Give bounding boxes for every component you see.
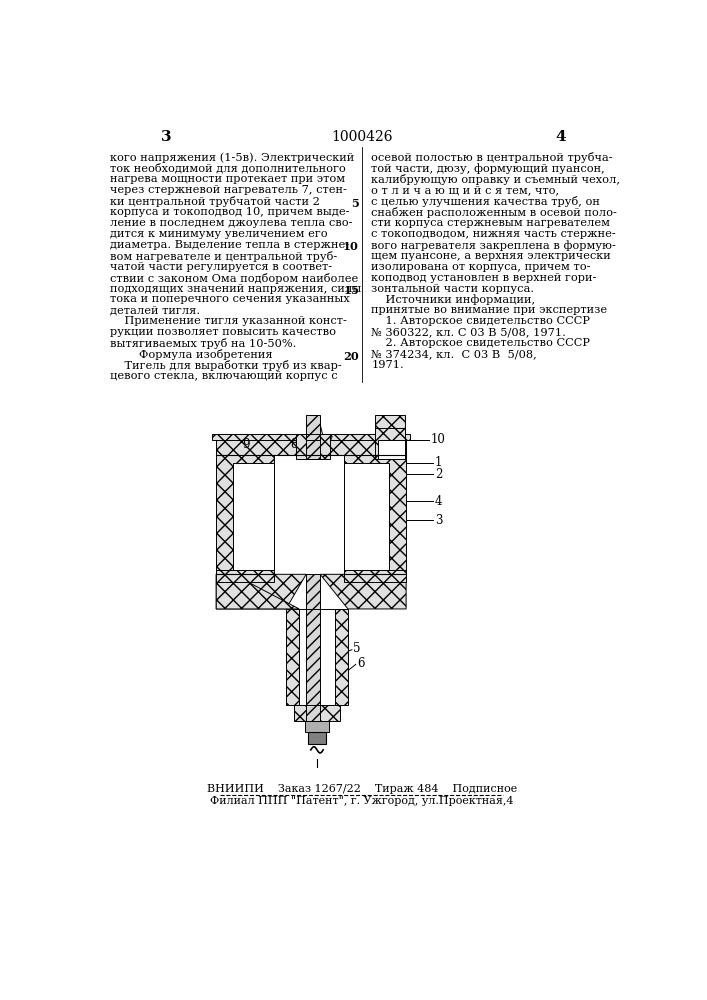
Text: 9: 9 (242, 438, 250, 451)
Bar (306, 415, 320, 440)
Text: рукции позволяет повысить качество: рукции позволяет повысить качество (110, 327, 336, 337)
Text: осевой полостью в центральной трубча-: осевой полостью в центральной трубча- (371, 152, 613, 163)
Bar (216, 440, 406, 455)
Text: 8: 8 (291, 438, 298, 451)
Text: 3: 3 (435, 514, 443, 527)
Text: 1. Авторское свидетельство СССР: 1. Авторское свидетельство СССР (371, 316, 590, 326)
Text: калибрующую оправку и съемный чехол,: калибрующую оправку и съемный чехол, (371, 174, 620, 185)
Text: 3: 3 (160, 130, 171, 144)
Text: 1000426: 1000426 (331, 130, 392, 144)
Text: 1971.: 1971. (371, 360, 404, 370)
Text: Формула изобретения: Формула изобретения (110, 349, 273, 360)
Text: 2: 2 (435, 468, 442, 481)
Text: 2. Авторское свидетельство СССР: 2. Авторское свидетельство СССР (371, 338, 590, 348)
Bar (306, 434, 320, 459)
Text: с токоподводом, нижняя часть стержне-: с токоподводом, нижняя часть стержне- (371, 229, 616, 239)
Text: 20: 20 (343, 351, 359, 362)
Polygon shape (216, 574, 306, 609)
Text: ствии с законом Ома подбором наиболее: ствии с законом Ома подбором наиболее (110, 273, 358, 284)
Text: деталей тигля.: деталей тигля. (110, 305, 200, 315)
Text: Применение тигля указанной конст-: Применение тигля указанной конст- (110, 316, 347, 326)
Text: щем пуансоне, а верхняя электрически: щем пуансоне, а верхняя электрически (371, 251, 611, 261)
Bar (375, 415, 404, 428)
Text: нагрева мощности протекает при этом: нагрева мощности протекает при этом (110, 174, 345, 184)
Text: Филиал ППП "Патент", г. Ужгород, ул.Проектная,4: Филиал ППП "Патент", г. Ужгород, ул.Прое… (210, 796, 514, 806)
Bar (335, 609, 348, 705)
Text: 5: 5 (354, 642, 361, 655)
Text: дится к минимуму увеличением его: дится к минимуму увеличением его (110, 229, 328, 239)
Text: принятые во внимание при экспертизе: принятые во внимание при экспертизе (371, 305, 607, 315)
Bar (216, 451, 274, 574)
Text: сти корпуса стержневым нагревателем: сти корпуса стержневым нагревателем (371, 218, 610, 228)
Bar (375, 428, 404, 459)
Text: 10: 10 (343, 241, 359, 252)
Bar (344, 451, 406, 574)
Text: вом нагревателе и центральной труб-: вом нагревателе и центральной труб- (110, 251, 337, 262)
Bar (378, 440, 404, 459)
Text: изолирована от корпуса, причем то-: изолирована от корпуса, причем то- (371, 262, 591, 272)
Bar (306, 574, 320, 609)
Text: 6: 6 (357, 657, 365, 670)
Bar (299, 609, 335, 705)
Bar (306, 705, 320, 721)
Text: 7: 7 (327, 436, 334, 449)
Bar (296, 434, 330, 459)
Text: Источники информации,: Источники информации, (371, 294, 535, 305)
Text: той части, дюзу, формующий пуансон,: той части, дюзу, формующий пуансон, (371, 163, 605, 174)
Bar (306, 440, 320, 455)
Text: тока и поперечного сечения указанных: тока и поперечного сечения указанных (110, 294, 350, 304)
Bar (344, 570, 406, 582)
Text: Тигель для выработки труб из квар-: Тигель для выработки труб из квар- (110, 360, 341, 371)
Text: снабжен расположенным в осевой поло-: снабжен расположенным в осевой поло- (371, 207, 617, 218)
Text: вого нагревателя закреплена в формую-: вого нагревателя закреплена в формую- (371, 240, 616, 251)
Text: коподвод установлен в верхней гори-: коподвод установлен в верхней гори- (371, 273, 597, 283)
Text: чатой части регулируется в соответ-: чатой части регулируется в соответ- (110, 262, 332, 272)
Polygon shape (216, 574, 299, 609)
Text: 1: 1 (435, 456, 442, 469)
Bar (216, 570, 274, 582)
Text: № 360322, кл. С 03 В 5/08, 1971.: № 360322, кл. С 03 В 5/08, 1971. (371, 327, 566, 337)
Text: цевого стекла, включающий корпус с: цевого стекла, включающий корпус с (110, 371, 338, 381)
Bar (233, 463, 274, 570)
Polygon shape (320, 574, 406, 609)
Text: ВНИИПИ    Заказ 1267/22    Тираж 484    Подписное: ВНИИПИ Заказ 1267/22 Тираж 484 Подписное (207, 784, 517, 794)
Text: кого напряжения (1-5в). Электрический: кого напряжения (1-5в). Электрический (110, 152, 354, 163)
Text: 4: 4 (435, 495, 443, 508)
Text: 4: 4 (556, 130, 566, 144)
Text: корпуса и токоподвод 10, причем выде-: корпуса и токоподвод 10, причем выде- (110, 207, 349, 217)
Text: через стержневой нагреватель 7, стен-: через стержневой нагреватель 7, стен- (110, 185, 347, 195)
Text: ток необходимой для дополнительного: ток необходимой для дополнительного (110, 163, 346, 174)
Text: о т л и ч а ю щ и й с я тем, что,: о т л и ч а ю щ и й с я тем, что, (371, 185, 559, 195)
Bar (212, 434, 410, 440)
Text: зонтальной части корпуса.: зонтальной части корпуса. (371, 284, 534, 294)
Text: 5: 5 (351, 198, 359, 209)
Bar (305, 721, 329, 732)
Text: № 374234, кл.  С 03 В  5/08,: № 374234, кл. С 03 В 5/08, (371, 349, 537, 359)
Text: подходящих значений напряжения, силы: подходящих значений напряжения, силы (110, 284, 361, 294)
Bar (286, 609, 299, 705)
Text: вытягиваемых труб на 10-50%.: вытягиваемых труб на 10-50%. (110, 338, 296, 349)
Bar (308, 732, 325, 744)
Text: 15: 15 (343, 285, 359, 296)
Text: 10: 10 (431, 433, 446, 446)
Bar (344, 463, 389, 570)
Bar (293, 705, 340, 721)
Bar (306, 609, 320, 705)
Text: ление в последнем джоулева тепла сво-: ление в последнем джоулева тепла сво- (110, 218, 353, 228)
Text: диаметра. Выделение тепла в стержне-: диаметра. Выделение тепла в стержне- (110, 240, 349, 250)
Text: с целью улучшения качества труб, он: с целью улучшения качества труб, он (371, 196, 600, 207)
Text: ки центральной трубчатой части 2: ки центральной трубчатой части 2 (110, 196, 320, 207)
